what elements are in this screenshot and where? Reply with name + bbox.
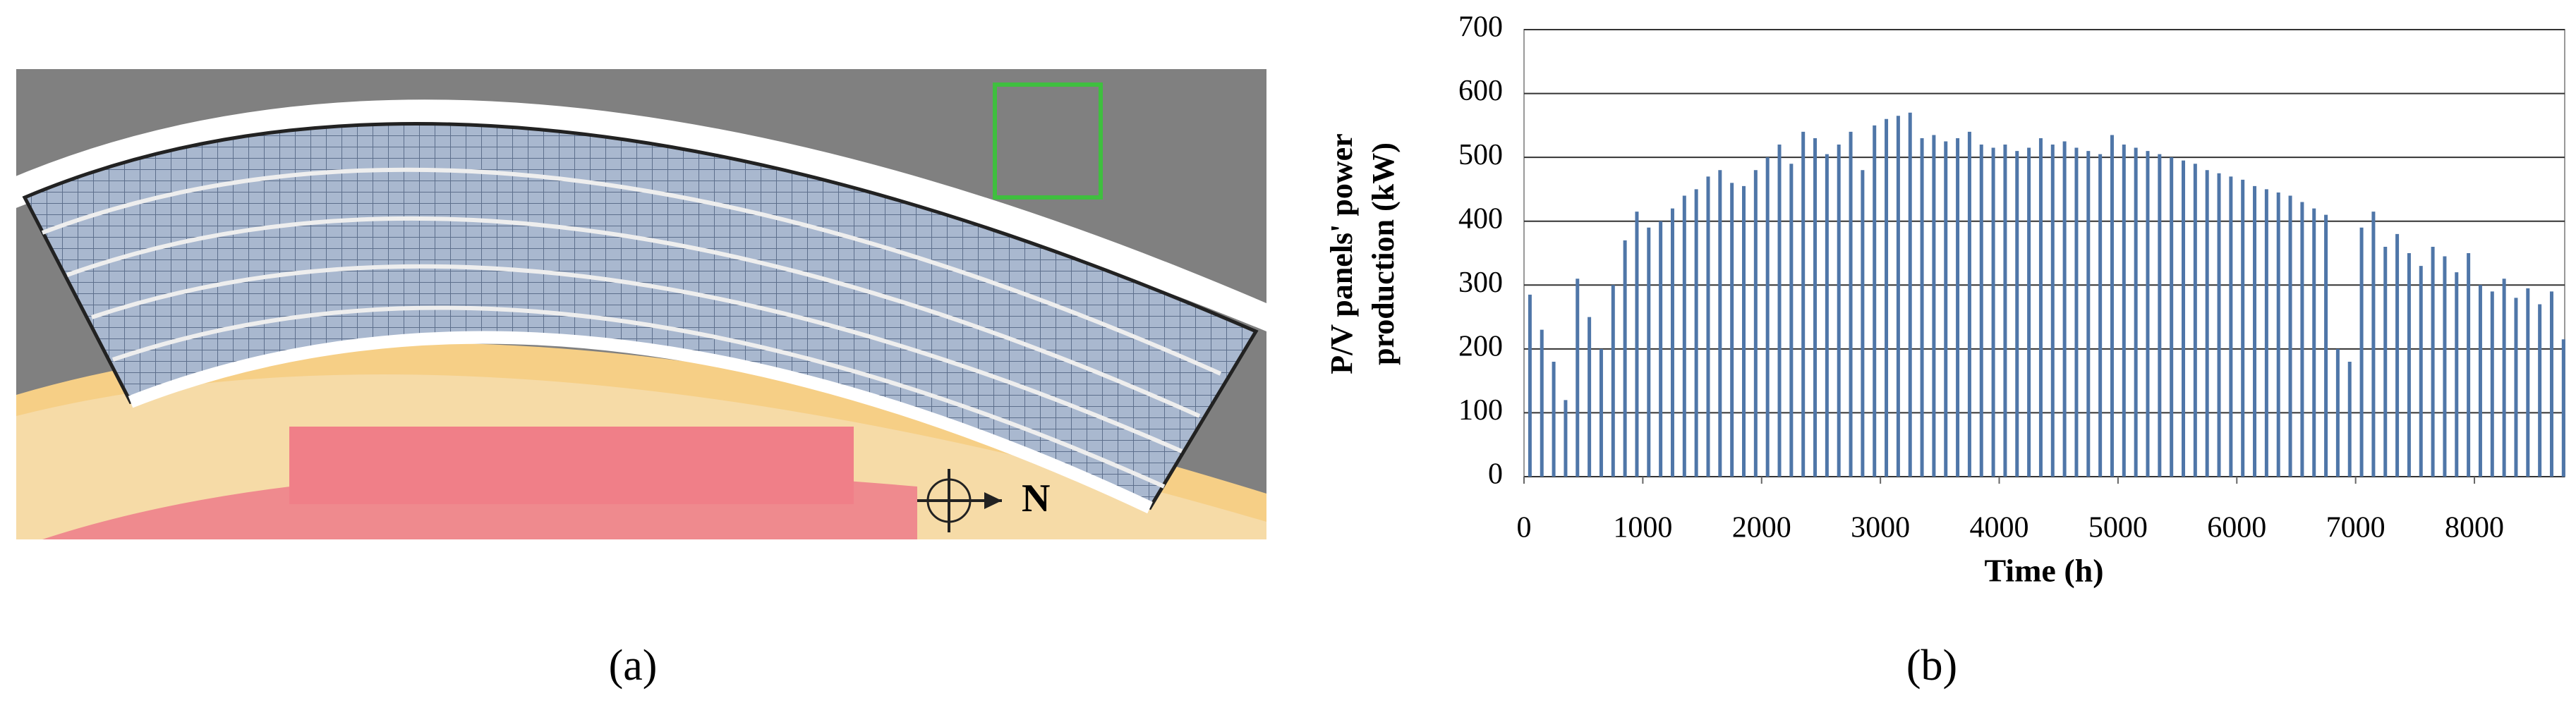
field-block	[289, 427, 854, 504]
compass-arrow	[984, 492, 1002, 509]
cad-view: N	[7, 69, 1266, 539]
x-axis-title: Time (h)	[1984, 553, 2103, 589]
compass-label: N	[1022, 477, 1050, 520]
x-tick-label: 1000	[1613, 512, 1672, 544]
y-axis-title: P/V panels' power	[1324, 133, 1359, 374]
y-tick-label: 600	[1458, 75, 1503, 107]
x-tick-label: 0	[1517, 512, 1532, 544]
y-tick-label: 400	[1458, 202, 1503, 235]
x-tick-label: 5000	[2088, 512, 2148, 544]
x-tick-label: 7000	[2326, 512, 2385, 544]
array-rows	[41, 167, 1222, 489]
x-tick-label: 4000	[1970, 512, 2029, 544]
x-tick-label: 8000	[2445, 512, 2504, 544]
caption-a: (a)	[609, 642, 658, 690]
compass: N	[917, 469, 1050, 532]
x-tick-label: 6000	[2207, 512, 2266, 544]
y-tick-label: 300	[1458, 267, 1503, 299]
x-tick-label: 3000	[1851, 512, 1910, 544]
y-tick-label: 700	[1458, 11, 1503, 44]
caption-b: (b)	[1906, 642, 1957, 690]
inner-ring	[128, 331, 1153, 514]
y-tick-label: 200	[1458, 330, 1503, 362]
y-tick-label: 0	[1488, 458, 1503, 491]
y-tick-label: 500	[1458, 139, 1503, 171]
y-tick-label: 100	[1458, 394, 1503, 427]
y-axis-title: production (kW)	[1366, 142, 1401, 365]
structure	[993, 82, 1103, 200]
x-tick-label: 2000	[1732, 512, 1791, 544]
